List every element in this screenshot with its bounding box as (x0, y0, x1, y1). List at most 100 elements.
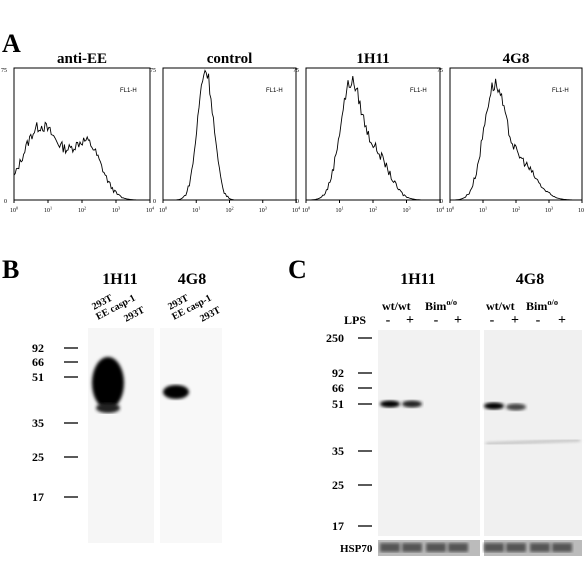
loading-band (448, 543, 468, 552)
histogram-curve (13, 121, 150, 201)
x-tick-label-sup: 2 (375, 206, 377, 211)
blot (378, 330, 480, 536)
x-tick-label-base: 10 (78, 208, 84, 214)
marker-label: 35 (32, 416, 44, 430)
y-min-label: 0 (153, 199, 156, 205)
genotype-label-base: Bim (425, 299, 446, 313)
loading-band (426, 543, 446, 552)
y-max-label: 75 (1, 68, 7, 74)
sign-label: + (511, 313, 519, 328)
genotype-label-base: Bim (526, 299, 547, 313)
x-tick-label-base: 10 (259, 208, 265, 214)
x-tick-label-base: 10 (479, 208, 485, 214)
x-tick-label: 104 (436, 206, 445, 214)
treatment-label: LPS (344, 313, 366, 327)
band (92, 357, 124, 409)
y-min-label: 0 (296, 199, 299, 205)
x-tick-label: 103 (545, 206, 553, 214)
x-tick-label: 101 (44, 206, 52, 214)
marker-label: 51 (332, 397, 344, 411)
loading-band (402, 543, 422, 552)
marker-label: 51 (32, 370, 44, 384)
plot-title: control (207, 51, 253, 67)
histogram-curve (306, 76, 440, 201)
marker-label: 17 (32, 490, 44, 504)
x-tick-label-sup: 3 (265, 206, 267, 211)
loading-band (506, 543, 526, 552)
antibody-label: 1H11 (400, 271, 436, 288)
x-tick-label-base: 10 (226, 208, 232, 214)
marker-label: 66 (32, 355, 44, 369)
x-axis-label: FL1-H (120, 88, 137, 94)
x-tick-label-sup: 1 (342, 206, 344, 211)
x-tick-label-sup: 4 (152, 206, 155, 211)
x-tick-label-sup: 2 (518, 206, 520, 211)
plot-title: 1H11 (356, 51, 389, 67)
band (163, 385, 189, 399)
loading-band (484, 543, 504, 552)
x-tick-label-base: 10 (336, 208, 342, 214)
antibody-label: 4G8 (516, 271, 544, 288)
smear (485, 439, 581, 445)
x-tick-label-base: 10 (302, 208, 308, 214)
loading-band (552, 543, 572, 552)
x-tick-label: 100 (10, 206, 18, 214)
y-max-label: 75 (150, 68, 156, 74)
x-tick-label-base: 10 (403, 208, 409, 214)
x-tick-label-sup: 4 (442, 206, 445, 211)
antibody-label: 4G8 (178, 271, 206, 288)
x-tick-label: 100 (159, 206, 167, 214)
x-axis-label: FL1-H (410, 88, 427, 94)
marker-label: 35 (332, 444, 344, 458)
histogram-curve (163, 69, 295, 201)
x-axis-label: FL1-H (266, 88, 283, 94)
loading-band (530, 543, 550, 552)
x-tick-label-base: 10 (112, 208, 118, 214)
x-tick-label: 100 (446, 206, 454, 214)
x-tick-label-sup: 3 (409, 206, 411, 211)
sign-label: + (454, 313, 462, 328)
blot (88, 328, 154, 543)
x-tick-label-sup: 2 (232, 206, 234, 211)
x-tick-label-base: 10 (369, 208, 375, 214)
x-tick-label-sup: 4 (298, 206, 301, 211)
marker-label: 92 (332, 366, 344, 380)
x-tick-label-sup: 1 (50, 206, 52, 211)
sign-label: - (386, 313, 391, 328)
genotype-label: Bimo/o (425, 298, 457, 313)
x-tick-label-base: 10 (446, 208, 452, 214)
sign-label: - (490, 313, 495, 328)
x-tick-label: 101 (336, 206, 344, 214)
x-tick-label-base: 10 (10, 208, 16, 214)
band (506, 403, 526, 411)
x-tick-label-sup: 2 (84, 206, 86, 211)
y-min-label: 0 (440, 199, 443, 205)
panel-label: C (288, 255, 307, 284)
marker-label: 92 (32, 341, 44, 355)
loading-label: HSP70 (340, 543, 373, 555)
band (96, 403, 120, 413)
marker-label: 25 (32, 450, 44, 464)
x-tick-label: 101 (479, 206, 487, 214)
x-tick-label-base: 10 (146, 208, 152, 214)
x-tick-label: 102 (512, 206, 520, 214)
x-tick-label: 103 (259, 206, 267, 214)
x-tick-label: 101 (192, 206, 200, 214)
plot-title: 4G8 (503, 51, 530, 67)
blot (160, 328, 222, 543)
x-tick-label-base: 10 (44, 208, 50, 214)
x-tick-label: 102 (369, 206, 377, 214)
x-axis-label: FL1-H (552, 88, 569, 94)
y-max-label: 75 (293, 68, 299, 74)
x-tick-label-sup: 1 (485, 206, 487, 211)
panel-label: B (2, 255, 19, 284)
x-tick-label-sup: 0 (308, 206, 310, 211)
genotype-label: wt/wt (382, 299, 411, 313)
x-tick-label-sup: 0 (452, 206, 454, 211)
x-tick-label: 102 (226, 206, 234, 214)
loading-band (380, 543, 400, 552)
x-tick-label: 104 (292, 206, 301, 214)
x-tick-label-base: 10 (159, 208, 165, 214)
y-max-label: 75 (437, 68, 443, 74)
